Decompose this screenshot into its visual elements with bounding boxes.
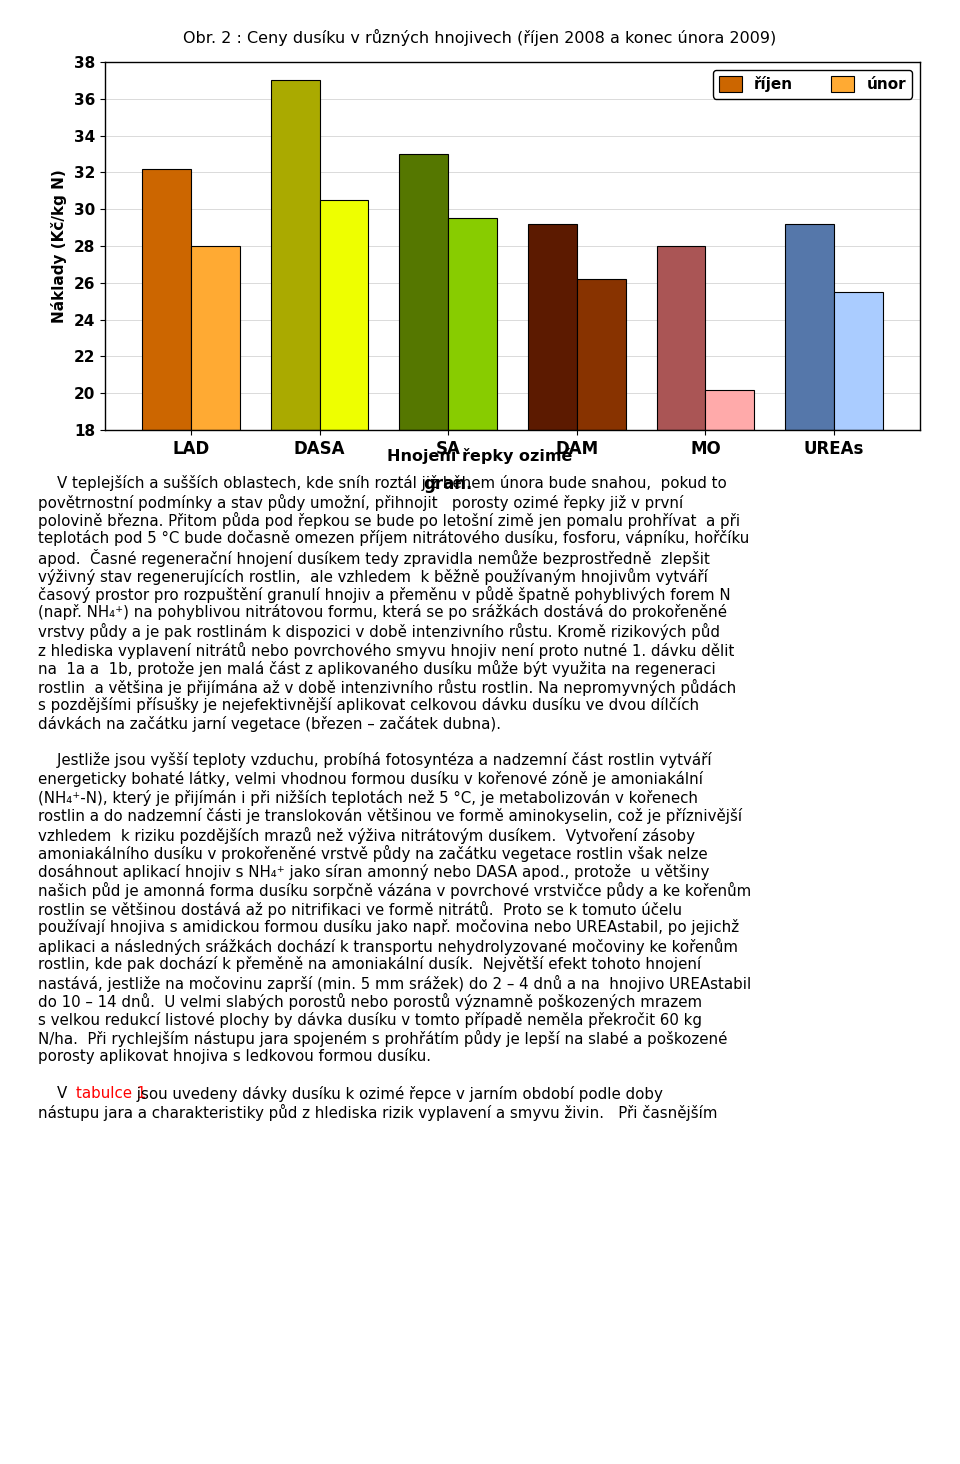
Y-axis label: Náklady (Kč/kg N): Náklady (Kč/kg N) [51,170,67,324]
Text: teplotách pod 5 °C bude dočasně omezen příjem nitrátového dusíku, fosforu, vápní: teplotách pod 5 °C bude dočasně omezen p… [38,530,749,546]
Text: rostlin, kde pak dochází k přeměně na amoniakální dusík.  Největší efekt tohoto : rostlin, kde pak dochází k přeměně na am… [38,956,701,972]
Bar [399,154,448,430]
Text: Hnojení řepky ozimé: Hnojení řepky ozimé [387,448,573,464]
Legend: říjen, únor: říjen, únor [713,70,912,98]
Bar [657,246,706,430]
Bar [834,291,883,430]
Text: používají hnojiva s amidickou formou dusíku jako např. močovina nebo UREAstabil,: používají hnojiva s amidickou formou dus… [38,919,739,935]
Text: s pozdějšími přísušky je nejefektivnější aplikovat celkovou dávku dusíku ve dvou: s pozdějšími přísušky je nejefektivnější… [38,697,699,713]
Text: polovině března. Přitom půda pod řepkou se bude po letošní zimě jen pomalu prohř: polovině března. Přitom půda pod řepkou … [38,512,740,529]
Text: jsou uvedeny dávky dusíku k ozimé řepce v jarním období podle doby: jsou uvedeny dávky dusíku k ozimé řepce … [132,1085,663,1101]
Text: rostlin a do nadzemní části je translokován většinou ve formě aminokyselin, což : rostlin a do nadzemní části je transloko… [38,808,742,824]
Text: amoniakálního dusíku v prokořeněné vrstvě půdy na začátku vegetace rostlin však : amoniakálního dusíku v prokořeněné vrstv… [38,845,708,862]
Bar [448,218,497,430]
Text: dávkách na začátku jarní vegetace (březen – začátek dubna).: dávkách na začátku jarní vegetace (březe… [38,716,501,732]
Bar [706,389,755,430]
Bar [271,81,320,430]
Text: N/ha.  Při rychlejším nástupu jara spojeném s prohřátím půdy je lepší na slabé a: N/ha. Při rychlejším nástupu jara spojen… [38,1031,728,1047]
Bar [528,224,577,430]
Text: apod.  Časné regenerační hnojení dusíkem tedy zpravidla nemůže bezprostředně  zl: apod. Časné regenerační hnojení dusíkem … [38,549,709,567]
Text: nástupu jara a charakteristiky půd z hlediska rizik vyplavení a smyvu živin.   P: nástupu jara a charakteristiky půd z hle… [38,1104,717,1121]
Bar [785,224,834,430]
Text: výživný stav regenerujících rostlin,  ale vzhledem  k běžně používaným hnojivům : výživný stav regenerujících rostlin, ale… [38,568,708,584]
Text: do 10 – 14 dnů.  U velmi slabých porostů nebo porostů významně poškozených mraze: do 10 – 14 dnů. U velmi slabých porostů … [38,993,702,1010]
Text: našich půd je amonná forma dusíku sorpčně vázána v povrchové vrstvičce půdy a ke: našich půd je amonná forma dusíku sorpčn… [38,881,752,899]
Text: s velkou redukcí listové plochy by dávka dusíku v tomto případě neměla překročit: s velkou redukcí listové plochy by dávka… [38,1012,702,1028]
Bar [320,201,369,430]
Text: (NH₄⁺-N), který je přijímán i při nižších teplotách než 5 °C, je metabolizován v: (NH₄⁺-N), který je přijímán i při nižšíc… [38,789,698,805]
Text: povětrnostní podmínky a stav půdy umožní, přihnojit   porosty ozimé řepky již v : povětrnostní podmínky a stav půdy umožní… [38,493,684,511]
Text: porosty aplikovat hnojiva s ledkovou formou dusíku.: porosty aplikovat hnojiva s ledkovou for… [38,1048,431,1064]
Bar [142,168,191,430]
Text: (např. NH₄⁺) na pohyblivou nitrátovou formu, která se po srážkách dostává do pro: (např. NH₄⁺) na pohyblivou nitrátovou fo… [38,605,727,621]
Text: V teplejších a sušších oblastech, kde sníh roztál již během února bude snahou,  : V teplejších a sušších oblastech, kde sn… [38,474,727,490]
Text: tabulce 1: tabulce 1 [76,1085,146,1101]
Text: vzhledem  k riziku pozdějších mrazů než výživa nitrátovým dusíkem.  Vytvoření zá: vzhledem k riziku pozdějších mrazů než v… [38,827,695,843]
Text: aplikaci a následných srážkách dochází k transportu nehydrolyzované močoviny ke : aplikaci a následných srážkách dochází k… [38,937,738,955]
Text: časový prostor pro rozpuštění granulí hnojiv a přeměnu v půdě špatně pohyblivých: časový prostor pro rozpuštění granulí hn… [38,586,731,603]
Text: Obr. 2 : Ceny dusíku v různých hnojivech (říjen 2008 a konec února 2009): Obr. 2 : Ceny dusíku v různých hnojivech… [183,29,777,47]
Bar [191,246,240,430]
Bar [577,280,626,430]
Text: nastává, jestliže na močovinu zaprší (min. 5 mm srážek) do 2 – 4 dnů a na  hnoji: nastává, jestliže na močovinu zaprší (mi… [38,975,752,991]
Text: energeticky bohaté látky, velmi vhodnou formou dusíku v kořenové zóně je amoniak: energeticky bohaté látky, velmi vhodnou … [38,772,703,788]
Text: rostlin  a většina je přijímána až v době intenzivního růstu rostlin. Na nepromy: rostlin a většina je přijímána až v době… [38,678,736,695]
Text: V: V [38,1085,72,1101]
Text: na  1a a  1b, protože jen malá část z aplikovaného dusíku může být využita na re: na 1a a 1b, protože jen malá část z apli… [38,660,716,676]
Text: rostlin se většinou dostává až po nitrifikaci ve formě nitrátů.  Proto se k tomu: rostlin se většinou dostává až po nitrif… [38,900,682,918]
Text: gran.: gran. [423,474,473,493]
Text: vrstvy půdy a je pak rostlinám k dispozici v době intenzivního růstu. Kromě rizi: vrstvy půdy a je pak rostlinám k dispozi… [38,624,720,640]
Text: Jestliže jsou vyšší teploty vzduchu, probíhá fotosyntéza a nadzemní část rostlin: Jestliže jsou vyšší teploty vzduchu, pro… [38,752,711,769]
Text: z hlediska vyplavení nitrátů nebo povrchového smyvu hnojiv není proto nutné 1. d: z hlediska vyplavení nitrátů nebo povrch… [38,641,734,659]
Text: dosáhnout aplikací hnojiv s NH₄⁺ jako síran amonný nebo DASA apod., protože  u v: dosáhnout aplikací hnojiv s NH₄⁺ jako sí… [38,864,709,880]
